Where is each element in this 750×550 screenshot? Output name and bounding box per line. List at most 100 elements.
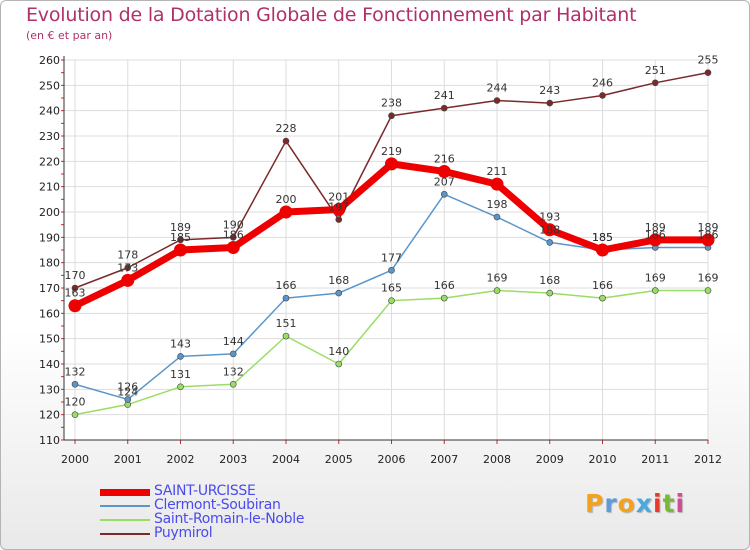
data-label: 166 [592,279,613,292]
data-label: 140 [328,345,349,358]
data-point [437,164,451,178]
y-tick-label: 170 [39,282,60,295]
data-label: 197 [328,201,349,214]
chart-subtitle: (en € et par an) [26,29,113,42]
data-point [177,383,184,391]
data-point [493,287,501,294]
y-tick-label: 120 [39,409,60,422]
data-label: 211 [487,165,508,178]
data-label: 198 [487,198,508,211]
legend-label: Puymirol [154,525,213,541]
data-label: 190 [223,218,244,231]
data-label: 144 [223,335,244,348]
legend-swatch-saint-romain-le-noble [100,519,150,521]
x-tick-label: 2006 [378,453,406,466]
data-label: 178 [117,249,138,262]
data-label: 132 [65,365,86,378]
data-point [71,411,79,418]
data-label: 241 [434,89,455,102]
proxiti-logo[interactable]: Proxiti [585,489,685,518]
data-point [651,287,659,294]
x-tick-label: 2009 [536,453,564,466]
data-point [701,233,715,247]
data-label: 246 [592,76,613,89]
data-label: 166 [434,279,455,292]
y-tick-label: 180 [39,257,60,270]
x-tick-label: 2001 [114,453,142,466]
data-label: 219 [381,145,402,158]
x-tick-label: 2008 [483,453,511,466]
data-point [332,202,346,216]
data-label: 166 [276,279,297,292]
data-point [543,223,557,237]
data-point [493,97,501,104]
data-label: 189 [698,221,719,234]
data-label: 173 [117,261,138,274]
legend-swatch-saint-urcisse [100,489,150,496]
data-point [124,396,132,403]
y-tick-label: 150 [39,333,60,346]
data-label: 185 [170,231,191,244]
y-tick-label: 190 [39,231,60,244]
data-point [546,239,554,246]
data-point [335,289,343,297]
data-label: 186 [698,228,719,241]
data-label: 200 [276,193,297,206]
x-tick-label: 2002 [167,453,195,466]
data-point [704,69,712,76]
data-label: 243 [539,84,560,97]
data-point [335,216,343,223]
data-point [121,273,135,287]
logo-letter: i [653,489,663,518]
y-tick-label: 200 [39,206,60,219]
y-tick-label: 130 [39,383,60,396]
y-tick-label: 250 [39,79,60,92]
data-point [599,92,606,99]
data-label: 177 [381,251,402,264]
data-label: 228 [276,122,297,135]
data-point [440,104,448,112]
y-tick-label: 160 [39,307,60,320]
data-label: 186 [645,228,666,241]
data-point [388,297,395,304]
data-label: 238 [381,97,402,110]
data-point [282,294,290,302]
data-label: 170 [65,269,86,282]
chart-title: Evolution de la Dotation Globale de Fonc… [26,4,637,26]
data-label: 251 [645,64,666,77]
data-point [68,299,82,313]
logo-letter: P [585,489,605,518]
data-label: 185 [592,231,613,244]
x-tick-label: 2005 [325,453,353,466]
data-label: 168 [328,274,349,287]
data-label: 168 [539,274,560,287]
data-label: 169 [698,272,719,285]
data-label: 186 [223,228,244,241]
logo-letter: r [604,489,618,518]
data-label: 120 [65,396,86,409]
data-label: 143 [170,337,191,350]
data-label: 216 [434,152,455,165]
legend-swatch-puymirol [100,533,150,535]
data-label: 193 [539,211,560,224]
legend-label: Saint-Romain-le-Noble [154,511,305,527]
y-tick-label: 140 [39,358,60,371]
data-point [388,266,395,274]
data-point [282,137,290,145]
data-point [648,233,662,247]
data-point [490,177,504,191]
logo-letter: x [635,489,653,518]
data-label: 169 [645,272,666,285]
data-point [599,294,606,302]
data-label: 169 [487,272,508,285]
data-label: 207 [434,175,455,188]
data-label: 189 [645,221,666,234]
data-point [388,112,395,120]
data-point [704,287,712,294]
y-tick-label: 230 [39,130,60,143]
data-point [71,380,79,388]
data-point [177,353,184,360]
data-point [546,99,554,107]
legend-swatch-clermont-soubiran [100,505,150,507]
